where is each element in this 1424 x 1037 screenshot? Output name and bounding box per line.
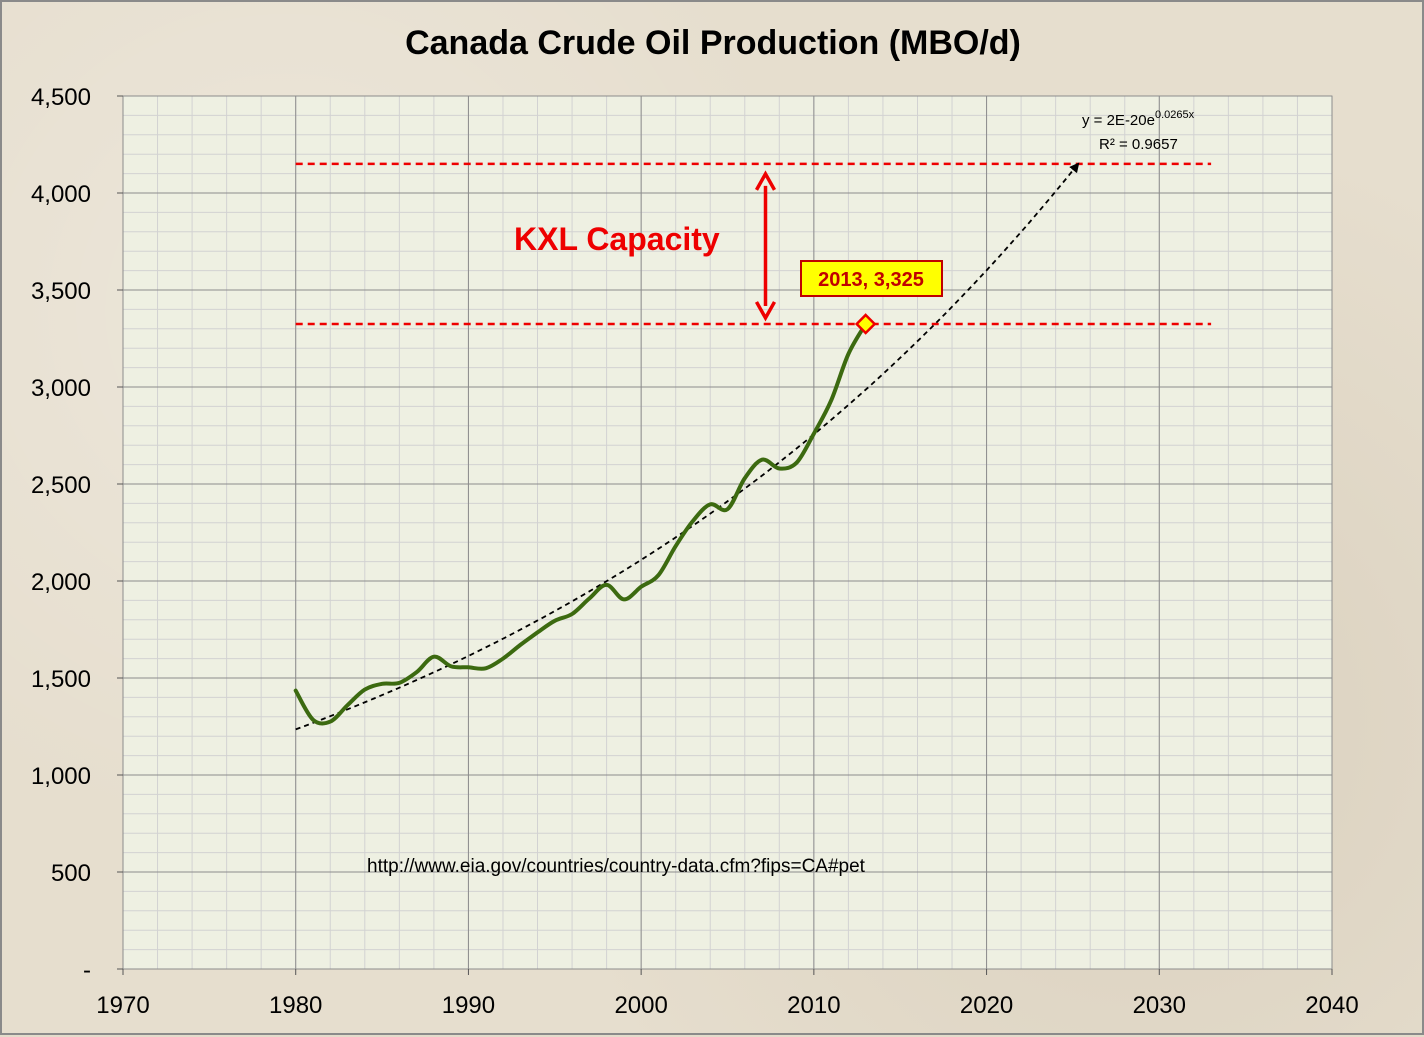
x-tick-label: 2040: [1305, 992, 1358, 1019]
callout-label: 2013, 3,325: [818, 269, 924, 291]
y-tick-label: 1,000: [31, 763, 91, 790]
trend-equation-main: y = 2E-20e: [1082, 112, 1155, 129]
y-tick-label: 1,500: [31, 666, 91, 693]
y-tick-label: 2,500: [31, 472, 91, 499]
trend-r-squared: R² = 0.9657: [1099, 136, 1178, 153]
y-tick-label: 4,000: [31, 181, 91, 208]
y-tick-label: 3,500: [31, 278, 91, 305]
x-tick-label: 2030: [1133, 992, 1186, 1019]
y-tick-label: 3,000: [31, 375, 91, 402]
kxl-capacity-label: KXL Capacity: [514, 221, 720, 257]
trend-equation-exponent: 0.0265x: [1155, 109, 1195, 121]
chart-title: Canada Crude Oil Production (MBO/d): [405, 24, 1021, 62]
x-tick-label: 2000: [614, 992, 667, 1019]
x-tick-label: 1980: [269, 992, 322, 1019]
source-url-text: http://www.eia.gov/countries/country-dat…: [367, 856, 866, 877]
x-tick-label: 1990: [442, 992, 495, 1019]
plot-area: [123, 96, 1332, 969]
y-tick-label: -: [83, 957, 91, 984]
y-tick-label: 2,000: [31, 569, 91, 596]
y-axis-ticks: - 500 1,000 1,500 2,000 2,500 3,000 3,500 4,000 4…: [31, 84, 123, 984]
x-tick-label: 2010: [787, 992, 840, 1019]
x-tick-label: 1970: [96, 992, 149, 1019]
y-tick-label: 500: [51, 860, 91, 887]
x-axis-ticks: 1970 1980 1990 2000 2010 2020 2030 2040: [96, 969, 1358, 1019]
x-tick-label: 2020: [960, 992, 1013, 1019]
y-tick-label: 4,500: [31, 84, 91, 111]
